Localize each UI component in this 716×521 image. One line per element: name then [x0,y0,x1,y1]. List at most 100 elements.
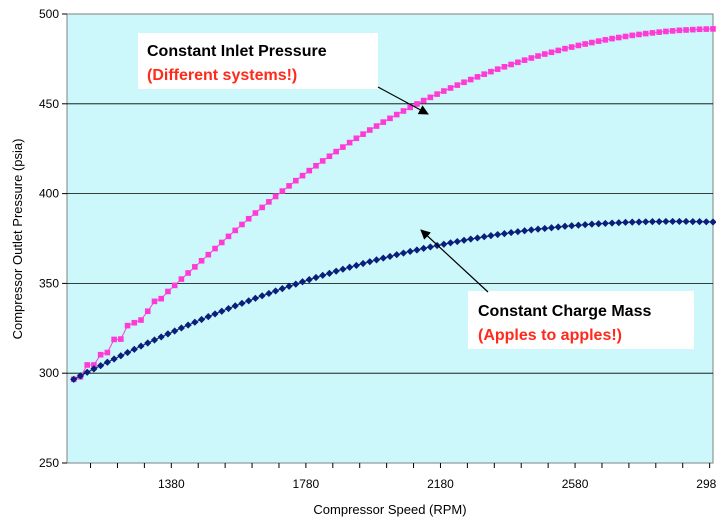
series-0-point [151,298,158,305]
series-1-point [238,299,246,307]
y-tick-label: 450 [39,97,59,111]
series-1-point [325,269,334,277]
series-1-point [581,221,589,229]
series-1-point [184,321,192,329]
series-0-point [138,317,144,323]
series-1-point [312,273,320,282]
series-0-point [521,57,528,63]
series-1-point [547,224,556,232]
series-1-point [352,261,360,270]
series-0-point [663,28,669,35]
series-1-point [608,219,616,227]
series-1-point [191,318,199,326]
series-0-point [441,88,447,94]
series-0-point [239,221,245,228]
x-axis-ticks: 1380 1780 2180 2580 2980 [90,463,716,491]
y-axis-ticks: 250 300 350 400 450 500 [39,7,67,470]
series-0-point [165,288,171,295]
series-0-point [144,308,151,315]
series-1-point [615,219,623,227]
series-1-point [245,297,253,305]
series-0-point [508,61,514,68]
series-1-point [144,339,152,347]
series-0-point [494,66,501,72]
series-1-point [285,282,293,290]
series-0-point [541,51,548,57]
series-1-point [76,372,85,380]
series-1-point [157,333,165,341]
series-0-point [602,37,609,43]
series-1-point [662,217,670,226]
series-1-point [446,239,455,247]
series-0-point [676,27,683,34]
series-0-point [683,27,689,33]
series-0-point [367,127,373,133]
series-1-point [621,218,630,226]
series-0-point [454,82,461,88]
series-1-point [218,307,226,315]
series-0-point [313,162,319,169]
series-1-point [117,352,125,360]
series-1-point [379,254,387,262]
series-0-point [319,158,326,164]
series-0-point [192,264,198,270]
series-1-point [103,358,111,366]
series-0-point [488,68,494,75]
annotation-inlet-pressure-title: Constant Inlet Pressure [147,43,327,60]
series-1-point [292,280,300,288]
series-0-point [84,362,90,368]
y-tick-label: 500 [39,7,59,21]
series-1-point [372,256,381,264]
series-1-point [440,240,448,248]
series-1-point [224,304,233,313]
series-0-point [333,148,339,155]
series-1-point [393,251,401,259]
series-0-point [669,28,676,34]
series-0-point [266,199,272,205]
series-0-point [501,64,508,70]
y-axis-title: Compressor Outlet Pressure (psia) [10,139,25,340]
series-0-point [528,55,535,61]
annotation-charge-mass-arrow [420,229,489,293]
series-1-point [406,247,414,256]
series-1-point [399,249,408,257]
series-0-point [340,144,346,150]
series-0-point [400,108,407,114]
series-1-point [386,252,394,261]
series-1-point [520,227,529,235]
annotation-inlet-pressure: Constant Inlet Pressure (Different syste… [138,33,429,115]
series-1-point [635,218,643,226]
series-0-point [353,135,360,142]
series-0-point [548,49,555,56]
series-1-point [278,285,286,293]
series-1-point [460,236,468,244]
annotation-inlet-pressure-arrow [377,86,429,115]
series-0-point [178,276,185,282]
series-0-point [481,71,488,77]
series-1-point [702,218,710,226]
series-1-point [413,246,421,254]
series-0-point [360,131,366,137]
series-1-point [366,258,374,266]
series-1-point [305,276,313,284]
series-1-point [123,348,132,357]
series-0-point [198,257,205,264]
series-1-point [554,223,562,231]
annotation-charge-mass-box [468,291,694,349]
series-1-point [642,218,650,226]
series-0-point [535,53,541,59]
series-1-point [695,218,704,226]
series-1-point [568,222,576,230]
x-axis-title: Compressor Speed (RPM) [313,502,466,517]
series-1-point [507,228,515,237]
series-1-point [709,218,716,226]
series-1-point [473,234,482,242]
series-0-point [393,111,400,118]
series-1-point [675,217,683,226]
series-0-point [595,38,602,44]
series-1-point [574,221,583,229]
series-1-point [90,365,98,373]
series-0-point [185,270,191,276]
series-1-point [648,218,657,226]
series-0-point [710,26,716,32]
